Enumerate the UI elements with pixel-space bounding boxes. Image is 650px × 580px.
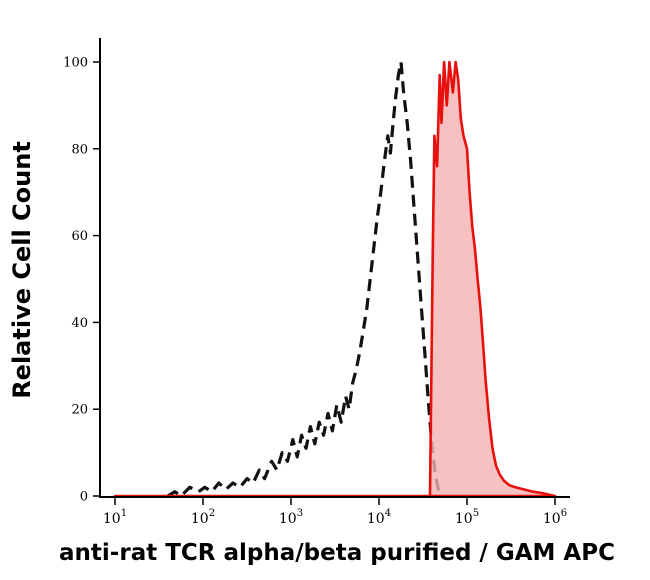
x-tick-label: 105: [455, 508, 479, 527]
x-tick-label: 104: [367, 508, 391, 527]
y-axis-label: Relative Cell Count: [8, 141, 36, 399]
series-control-black-dashed: [166, 60, 444, 498]
x-axis-label: anti-rat TCR alpha/beta purified / GAM A…: [59, 540, 615, 566]
y-tick-label: 100: [63, 56, 88, 71]
y-tick-label: 80: [71, 142, 88, 157]
y-axis-ticks: 0 20 40 60 80 100: [63, 56, 100, 505]
histogram-curves-group: [113, 60, 557, 498]
y-tick-label: 0: [80, 490, 88, 505]
series-stained-red-filled: [113, 60, 557, 498]
x-tick-label: 103: [279, 508, 303, 527]
y-tick-label: 60: [71, 229, 88, 244]
x-tick-label: 102: [191, 508, 215, 527]
x-tick-label: 106: [543, 508, 567, 527]
y-tick-label: 40: [71, 316, 88, 331]
x-axis-ticks: 101 102 103 104 105 106: [103, 497, 567, 527]
y-tick-label: 20: [71, 403, 88, 418]
x-tick-label: 101: [103, 508, 127, 527]
